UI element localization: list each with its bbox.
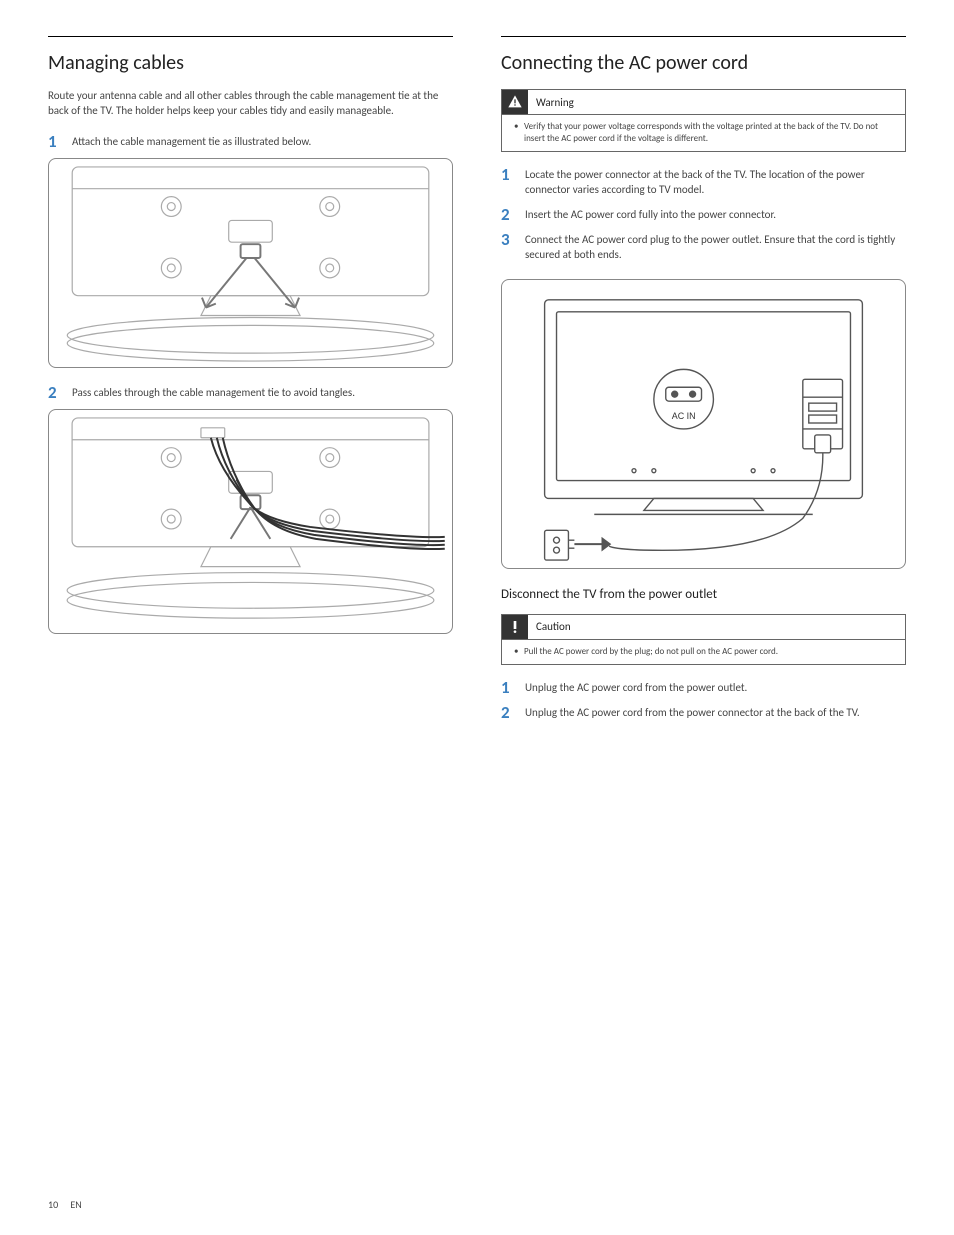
step-number: 2: [501, 206, 515, 223]
warning-box: Warning Verify that your power voltage c…: [501, 89, 906, 152]
ac-in-label: AC IN: [672, 411, 696, 421]
warning-label: Warning: [536, 96, 574, 109]
disconnect-step-1: 1 Unplug the AC power cord from the powe…: [501, 679, 906, 696]
subsection-title: Disconnect the TV from the power outlet: [501, 587, 906, 602]
rule: [48, 36, 453, 37]
left-column: Managing cables Route your antenna cable…: [48, 36, 453, 729]
step-text: Insert the AC power cord fully into the …: [525, 206, 776, 223]
right-column: Connecting the AC power cord Warning Ver…: [501, 36, 906, 729]
page-number: 10: [48, 1198, 58, 1211]
warning-item: Verify that your power voltage correspon…: [512, 121, 895, 145]
step-text: Locate the power connector at the back o…: [525, 166, 906, 198]
step-1: 1 Attach the cable management tie as ill…: [48, 133, 453, 150]
section-title: Managing cables: [48, 51, 453, 75]
step-text: Pass cables through the cable management…: [72, 384, 355, 401]
section-title: Connecting the AC power cord: [501, 51, 906, 75]
caution-box: Caution Pull the AC power cord by the pl…: [501, 614, 906, 665]
page-footer: 10 EN: [48, 1198, 82, 1211]
caution-item: Pull the AC power cord by the plug; do n…: [512, 646, 895, 658]
rule: [501, 36, 906, 37]
step-1: 1 Locate the power connector at the back…: [501, 166, 906, 198]
intro-text: Route your antenna cable and all other c…: [48, 89, 453, 119]
disconnect-step-2: 2 Unplug the AC power cord from the powe…: [501, 704, 906, 721]
caution-icon: [502, 615, 528, 639]
step-text: Attach the cable management tie as illus…: [72, 133, 311, 150]
warning-icon: [502, 90, 528, 114]
step-number: 2: [48, 384, 62, 401]
step-number: 1: [501, 166, 515, 198]
step-number: 2: [501, 704, 515, 721]
step-text: Connect the AC power cord plug to the po…: [525, 231, 906, 263]
step-number: 1: [48, 133, 62, 150]
step-text: Unplug the AC power cord from the power …: [525, 704, 860, 721]
illustration-cables-routed: [48, 409, 453, 634]
step-3: 3 Connect the AC power cord plug to the …: [501, 231, 906, 263]
page-lang: EN: [70, 1198, 81, 1211]
step-2: 2 Insert the AC power cord fully into th…: [501, 206, 906, 223]
step-text: Unplug the AC power cord from the power …: [525, 679, 747, 696]
illustration-cable-tie: [48, 158, 453, 368]
step-2: 2 Pass cables through the cable manageme…: [48, 384, 453, 401]
caution-label: Caution: [536, 620, 571, 633]
illustration-ac-power: AC IN: [501, 279, 906, 569]
step-number: 3: [501, 231, 515, 263]
step-number: 1: [501, 679, 515, 696]
